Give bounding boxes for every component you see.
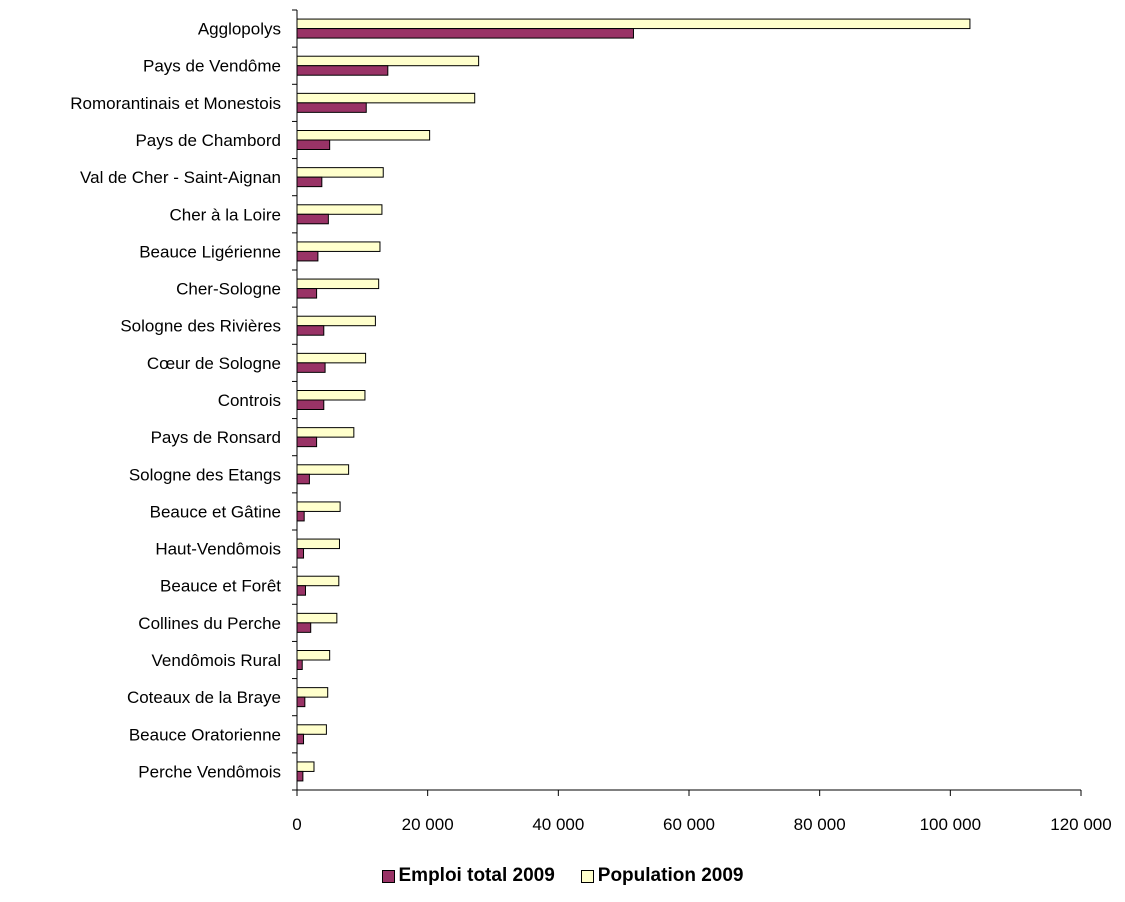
bar-population-2 xyxy=(296,92,476,104)
bar-emploi-3 xyxy=(296,139,331,150)
bar-emploi-7 xyxy=(296,288,318,299)
bar-emploi-12 xyxy=(296,473,310,485)
bar-population-7 xyxy=(296,278,380,290)
bar-population-11 xyxy=(296,427,355,438)
bar-emploi-8 xyxy=(296,325,325,336)
legend-swatch-emploi xyxy=(381,869,395,883)
bar-population-6 xyxy=(296,241,381,252)
category-label-17: Vendômois Rural xyxy=(152,651,281,670)
legend-label-emploi: Emploi total 2009 xyxy=(398,865,555,886)
category-label-19: Beauce Oratorienne xyxy=(129,725,281,744)
category-label-7: Cher-Sologne xyxy=(176,280,281,299)
bar-population-19 xyxy=(296,724,327,735)
x-tick-label-4: 80 000 xyxy=(794,815,846,834)
category-label-6: Beauce Ligérienne xyxy=(139,242,281,261)
bar-population-0 xyxy=(296,18,971,30)
bar-population-8 xyxy=(296,315,376,327)
bar-emploi-14 xyxy=(296,548,305,559)
category-label-2: Romorantinais et Monestois xyxy=(70,94,281,113)
category-label-14: Haut-Vendômois xyxy=(155,540,281,559)
bar-emploi-16 xyxy=(296,622,312,633)
x-tick-label-2: 40 000 xyxy=(532,815,584,834)
x-tick-label-1: 20 000 xyxy=(402,815,454,834)
category-label-5: Cher à la Loire xyxy=(169,205,281,224)
bar-population-14 xyxy=(296,538,340,550)
bar-population-20 xyxy=(296,761,315,772)
tick-labels: 0 20 000 40 000 60 000 80 000 100 000 120 000 xyxy=(292,815,1111,834)
bar-emploi-2 xyxy=(296,102,367,113)
bar-population-1 xyxy=(296,55,480,67)
bar-emploi-5 xyxy=(296,213,329,225)
bar-emploi-13 xyxy=(296,510,305,522)
category-label-15: Beauce et Forêt xyxy=(160,577,281,596)
bar-population-5 xyxy=(296,204,383,215)
category-label-10: Controis xyxy=(218,391,281,410)
bar-emploi-19 xyxy=(296,733,305,745)
bar-emploi-1 xyxy=(296,65,389,76)
x-tick-label-0: 0 xyxy=(292,815,301,834)
axes xyxy=(292,9,1082,796)
legend-label-population: Population 2009 xyxy=(597,865,744,886)
bar-emploi-10 xyxy=(296,399,325,410)
bar-chart: Agglopolys Pays de Vendôme Romorantinais e… xyxy=(70,9,1112,834)
bars xyxy=(296,18,971,782)
bar-emploi-20 xyxy=(296,770,304,782)
category-label-11: Pays de Ronsard xyxy=(151,428,281,447)
bar-emploi-0 xyxy=(296,28,634,39)
category-label-1: Pays de Vendôme xyxy=(143,57,281,76)
bar-population-3 xyxy=(296,130,431,141)
bar-population-9 xyxy=(296,352,367,364)
bar-population-18 xyxy=(296,687,329,698)
bar-emploi-9 xyxy=(296,362,326,373)
legend: Emploi total 2009 Population 2009 xyxy=(0,865,1125,887)
bar-population-15 xyxy=(296,575,340,587)
bar-population-16 xyxy=(296,612,338,624)
category-label-18: Coteaux de la Braye xyxy=(127,688,281,707)
x-tick-label-6: 120 000 xyxy=(1050,815,1111,834)
category-label-16: Collines du Perche xyxy=(138,614,281,633)
bar-population-4 xyxy=(296,167,384,178)
x-tick-label-3: 60 000 xyxy=(663,815,715,834)
bar-population-17 xyxy=(296,650,331,661)
bar-emploi-11 xyxy=(296,436,318,448)
category-label-9: Cœur de Sologne xyxy=(147,354,281,373)
category-label-20: Perche Vendômois xyxy=(138,762,281,781)
category-label-13: Beauce et Gâtine xyxy=(150,502,281,521)
bar-population-10 xyxy=(296,390,366,401)
bar-emploi-4 xyxy=(296,176,323,188)
category-label-8: Sologne des Rivières xyxy=(120,317,281,336)
category-label-0: Agglopolys xyxy=(198,20,281,39)
legend-item-population: Population 2009 xyxy=(580,865,744,887)
category-label-3: Pays de Chambord xyxy=(135,131,281,150)
category-label-12: Sologne des Etangs xyxy=(129,465,281,484)
bar-emploi-17 xyxy=(296,659,303,670)
bar-emploi-15 xyxy=(296,585,306,596)
bar-emploi-18 xyxy=(296,696,306,708)
bar-population-12 xyxy=(296,464,350,475)
x-tick-label-5: 100 000 xyxy=(920,815,981,834)
legend-swatch-population xyxy=(580,869,594,883)
bar-population-13 xyxy=(296,501,341,512)
category-labels: Agglopolys Pays de Vendôme Romorantinais e… xyxy=(70,20,281,782)
legend-item-emploi: Emploi total 2009 xyxy=(381,865,555,887)
bar-emploi-6 xyxy=(296,250,319,262)
category-label-4: Val de Cher - Saint-Aignan xyxy=(80,168,281,187)
